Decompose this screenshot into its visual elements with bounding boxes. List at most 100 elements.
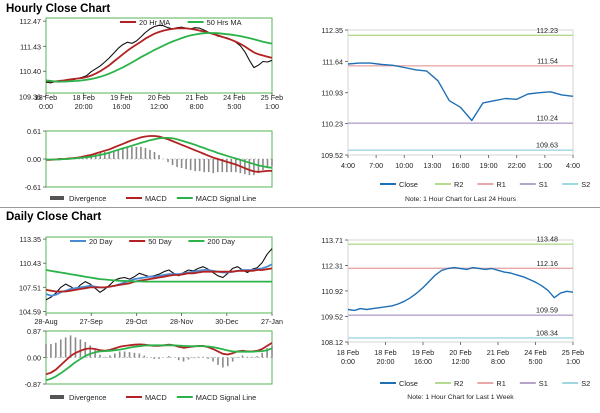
x-tick-label: 19 Feb 16:00 [412, 348, 434, 366]
level-label-s2: 109.63 [536, 141, 558, 150]
y-tick-label: -0.87 [25, 380, 41, 389]
hourly-section-title: Hourly Close Chart [6, 3, 111, 15]
level-label-r2: 112.23 [537, 26, 558, 35]
x-tick-label: 25 Feb 1:00 [562, 348, 584, 366]
x-tick-label: 18 Feb 20:00 [374, 348, 396, 366]
level-label-s1: 109.59 [536, 306, 558, 315]
x-tick-label: 4:00 [566, 161, 580, 170]
x-tick-label: 30-Dec [215, 317, 239, 326]
x-tick-label: 21 Feb 8:00 [185, 93, 207, 111]
x-tick-label: 22:00 [508, 161, 526, 170]
series-line-macd-signal-line [45, 344, 273, 382]
y-tick-label: 112.31 [322, 262, 343, 271]
y-tick-label: 0.87 [27, 327, 41, 336]
x-tick-label: 19:00 [480, 161, 498, 170]
level-label-r1: 111.54 [537, 56, 558, 65]
x-tick-label: 20 Feb 12:00 [148, 93, 170, 111]
y-tick-label: 110.93 [322, 89, 343, 98]
chart-note: Note: 1 Hour Chart for Last 1 Week [407, 394, 514, 401]
y-tick-label: 104.59 [19, 307, 41, 316]
y-tick-label: 109.36 [19, 92, 41, 101]
series-line-close [347, 62, 574, 122]
legend-label-close: Close [399, 180, 418, 189]
y-tick-label: 109.52 [321, 312, 343, 321]
legend-label-s2: S2 [581, 180, 590, 189]
legend-label-20-day: 20 Day [89, 237, 113, 246]
x-tick-label: 18 Feb 0:00 [35, 93, 57, 111]
plot-frame [45, 236, 273, 314]
legend-label-macd: MACD [145, 194, 167, 203]
legend-label-close: Close [399, 379, 418, 388]
y-tick-label: 111.64 [322, 57, 343, 66]
x-tick-label: 19 Feb 16:00 [110, 93, 132, 111]
y-tick-label: -0.61 [25, 183, 41, 192]
legend-label-macd-signal-line: MACD Signal Line [196, 194, 256, 203]
x-tick-label: 24 Feb 5:00 [524, 348, 546, 366]
legend-swatch-divergence [50, 196, 64, 200]
daily-section-title: Daily Close Chart [6, 211, 102, 223]
y-tick-label: 108.12 [321, 338, 343, 347]
legend-label-s2: S2 [581, 379, 590, 388]
x-tick-label: 16:00 [452, 161, 470, 170]
legend-label-50-hrs-ma: 50 Hrs MA [207, 18, 242, 27]
y-tick-label: 113.71 [322, 236, 343, 245]
level-label-r1: 112.16 [537, 259, 558, 268]
legend-label-r2: R2 [454, 180, 463, 189]
series-line-macd [46, 135, 272, 173]
level-label-s2: 108.34 [536, 328, 558, 337]
y-tick-label: 107.51 [19, 283, 41, 292]
legend-label-r1: R1 [496, 379, 505, 388]
y-tick-label: 112.35 [322, 26, 343, 35]
y-tick-label: 0.61 [27, 127, 41, 136]
series-line-50-hrs-ma [45, 32, 273, 83]
legend-label-s1: S1 [539, 379, 548, 388]
x-tick-label: 20 Feb 12:00 [449, 348, 471, 366]
x-tick-label: 28-Aug [34, 317, 57, 326]
x-tick-label: 18 Feb 0:00 [337, 348, 359, 366]
x-tick-label: 25 Feb 1:00 [261, 93, 283, 111]
legend-label-50-day: 50 Day [148, 237, 172, 246]
y-tick-label: 110.92 [322, 287, 343, 296]
legend-swatch-divergence [50, 395, 64, 399]
y-tick-label: 110.40 [20, 67, 41, 76]
y-tick-label: 111.43 [20, 42, 41, 51]
x-tick-label: 13:00 [423, 161, 441, 170]
series-line-macd-signal-line [46, 137, 273, 169]
x-tick-label: 10:00 [395, 161, 413, 170]
legend-label-200-day: 200 Day [207, 237, 235, 246]
series-line-20-hr-ma [45, 27, 273, 83]
x-tick-label: 21 Feb 8:00 [487, 348, 509, 366]
series-line-50-day [45, 267, 273, 293]
y-tick-label: 110.23 [322, 120, 343, 129]
y-tick-label: 0.00 [27, 354, 41, 363]
y-tick-label: 112.47 [20, 17, 41, 26]
y-tick-label: 110.43 [20, 259, 41, 268]
section-divider [0, 207, 600, 208]
legend-label-s1: S1 [539, 180, 548, 189]
legend-label-divergence: Divergence [69, 194, 106, 203]
y-tick-label: 109.52 [321, 151, 343, 160]
legend-label-macd: MACD [145, 393, 167, 402]
x-tick-label: 18 Feb 20:00 [72, 93, 94, 111]
legend-label-20-hr-ma: 20 Hr MA [139, 18, 170, 27]
x-tick-label: 24 Feb 5:00 [223, 93, 245, 111]
legend-label-r1: R1 [496, 180, 505, 189]
x-tick-label: 1:00 [538, 161, 552, 170]
x-tick-label: 28-Nov [170, 317, 194, 326]
series-line-close [347, 266, 574, 312]
x-tick-label: 29-Oct [126, 317, 148, 326]
x-tick-label: 7:00 [369, 161, 383, 170]
y-tick-label: 0.00 [27, 155, 41, 164]
chart-note: Note: 1 Hour Chart for Last 24 Hours [405, 196, 517, 203]
x-tick-label: 27-Jan [261, 317, 283, 326]
x-tick-label: 4:00 [341, 161, 355, 170]
level-label-r2: 113.48 [537, 235, 558, 244]
series-line-close [45, 248, 273, 301]
legend-label-macd-signal-line: MACD Signal Line [196, 393, 256, 402]
level-label-s1: 110.24 [537, 114, 558, 123]
